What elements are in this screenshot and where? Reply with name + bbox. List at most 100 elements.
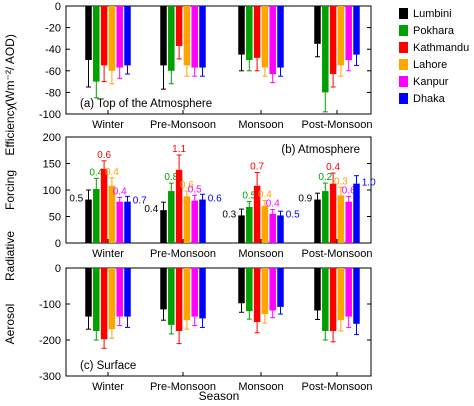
x-tick-label: Winter <box>92 119 124 131</box>
bar-kathmandu-pre-monsoon <box>175 268 183 331</box>
bar-kanpur-post-monsoon <box>345 201 352 243</box>
data-label: 0.6 <box>342 185 356 196</box>
x-tick-label: Post-Monsoon <box>302 119 373 131</box>
y-axis-title-line-1: Aerosol <box>3 304 17 345</box>
bar-lahore-monsoon <box>261 205 269 243</box>
x-tick-label: Pre-Monsoon <box>150 119 216 131</box>
panel-2: 0 50 100 150 200 Winter Pre-Monsoon Monsoon Post… <box>43 132 376 260</box>
bar-kathmandu-pre-monsoon <box>175 6 183 46</box>
bar-lumbini-post-monsoon <box>314 268 321 311</box>
panel-label: (b) Atmosphere <box>281 144 360 156</box>
bar-kathmandu-post-monsoon <box>329 183 337 243</box>
data-label: 0.6 <box>180 180 194 191</box>
x-tick-label: Post-Monsoon <box>302 248 373 260</box>
y-tick-label: -300 <box>39 371 61 383</box>
bar-pokhara-pre-monsoon <box>168 6 175 71</box>
bar-dhaka-monsoon <box>277 6 284 68</box>
bar-lahore-pre-monsoon <box>183 196 191 243</box>
data-label: 1.1 <box>172 144 186 155</box>
bar-kathmandu-winter <box>100 6 108 66</box>
bar-dhaka-pre-monsoon <box>199 199 206 243</box>
bar-kathmandu-pre-monsoon <box>175 169 183 243</box>
bar-dhaka-pre-monsoon <box>199 6 206 68</box>
data-label: 0.4 <box>144 204 158 215</box>
y-axis-title-line-5: (Wm⁻²/ AOD) <box>3 34 17 106</box>
y-axis-title: Aerosol Radiative Forcing Efficiency (Wm… <box>3 34 17 344</box>
legend: Lumbini Pokhara Kathmandu Lahore Kanpur Dhaka <box>399 8 469 105</box>
x-axis-title: Season <box>199 389 240 403</box>
bar-dhaka-winter <box>124 201 131 243</box>
data-label: 0.3 <box>334 176 348 187</box>
bar-pokhara-pre-monsoon <box>168 191 175 243</box>
bar-pokhara-post-monsoon <box>322 191 329 243</box>
data-label: 1.0 <box>362 178 376 189</box>
y-axis-title-line-3: Forcing <box>3 170 17 210</box>
bar-lumbini-monsoon <box>238 215 245 243</box>
plot-frame <box>65 5 372 115</box>
bar-dhaka-post-monsoon <box>353 6 360 55</box>
y-tick-label: -60 <box>45 66 61 78</box>
bar-lahore-monsoon <box>261 268 269 315</box>
y-tick-label: 0 <box>55 238 61 250</box>
x-tick-label: Monsoon <box>238 248 283 260</box>
bar-pokhara-monsoon <box>246 6 253 60</box>
data-label: 0.4 <box>113 186 127 197</box>
bar-lahore-winter <box>108 268 116 330</box>
bar-kanpur-winter <box>116 268 123 317</box>
bar-kathmandu-monsoon <box>253 185 261 243</box>
bar-lumbini-pre-monsoon <box>160 268 167 310</box>
bar-dhaka-winter <box>124 268 131 317</box>
y-tick-label: 50 <box>49 212 61 224</box>
data-label: 0.6 <box>208 194 222 205</box>
x-tick-label: Pre-Monsoon <box>150 381 216 393</box>
bar-dhaka-post-monsoon <box>353 268 360 324</box>
bar-lumbini-post-monsoon <box>314 6 321 44</box>
bar-pokhara-winter <box>93 188 100 243</box>
data-label: 0.7 <box>250 162 264 173</box>
data-label: 0.4 <box>326 162 340 173</box>
y-tick-label: -200 <box>39 335 61 347</box>
data-label: 0.5 <box>69 194 83 205</box>
panel-label: (c) Surface <box>80 360 136 372</box>
data-label: 0.4 <box>105 167 119 178</box>
plot-frame <box>65 267 372 377</box>
data-label: 0.5 <box>188 184 202 195</box>
bar-lumbini-pre-monsoon <box>160 6 167 66</box>
bar-lahore-post-monsoon <box>337 6 345 66</box>
x-tick-label: Monsoon <box>238 381 283 393</box>
x-tick-label: Monsoon <box>238 119 283 131</box>
bar-pokhara-post-monsoon <box>322 268 329 331</box>
bar-lumbini-monsoon <box>238 6 245 55</box>
bar-dhaka-pre-monsoon <box>199 268 206 319</box>
bar-lumbini-winter <box>85 6 92 60</box>
bar-lahore-monsoon <box>261 6 269 68</box>
bar-pokhara-winter <box>93 268 100 331</box>
bar-kanpur-pre-monsoon <box>191 268 198 317</box>
bar-lahore-post-monsoon <box>337 195 345 243</box>
x-tick-label: Winter <box>92 381 124 393</box>
legend-swatch-kanpur <box>399 76 408 87</box>
bar-pokhara-winter <box>93 6 100 82</box>
legend-label-lumbini: Lumbini <box>413 8 452 20</box>
bar-kathmandu-post-monsoon <box>329 268 337 331</box>
y-tick-label: -100 <box>39 299 61 311</box>
x-tick-label: Winter <box>92 248 124 260</box>
bar-lahore-pre-monsoon <box>183 268 191 321</box>
panel-label: (a) Top of the Atmosphere <box>80 98 212 110</box>
legend-swatch-lumbini <box>399 8 408 19</box>
bar-lumbini-post-monsoon <box>314 199 321 243</box>
x-tick-label: Pre-Monsoon <box>150 248 216 260</box>
panel-3: 0 -100 -200 -300 Winter Pre-Monsoon Monsoon Pos… <box>39 263 373 393</box>
bar-kathmandu-winter <box>100 168 108 243</box>
bar-kanpur-pre-monsoon <box>191 6 198 68</box>
bar-kanpur-monsoon <box>269 6 276 75</box>
data-label: 0.6 <box>97 150 111 161</box>
data-label: 0.4 <box>258 190 272 201</box>
bar-kanpur-pre-monsoon <box>191 200 198 243</box>
data-label: 0.5 <box>242 191 256 202</box>
bar-lumbini-winter <box>85 268 92 317</box>
legend-swatch-lahore <box>399 59 408 70</box>
bar-kanpur-monsoon <box>269 213 276 243</box>
data-label: 0.4 <box>89 167 103 178</box>
